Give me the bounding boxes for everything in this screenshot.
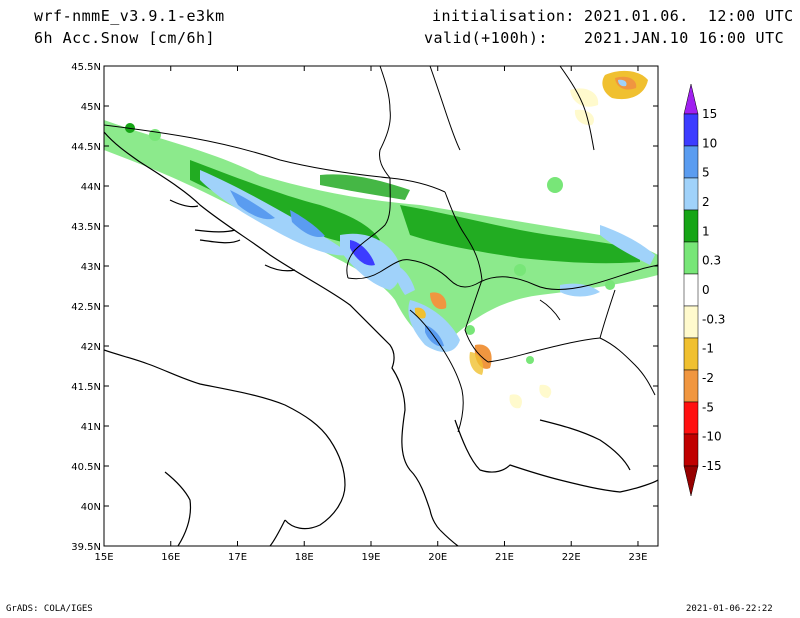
colorbar: 15 10 5 2 1 0.3 0 -0.3 -1 -2 -5 -10 -15 (683, 83, 725, 497)
valid-value: 2021.JAN.10 16:00 UTC (584, 29, 785, 47)
model-title: wrf-nmmE_v3.9.1-e3km (34, 7, 225, 25)
map-background (104, 66, 658, 546)
footer-credit: GrADS: COLA/IGES (6, 604, 93, 614)
colorbar-bottom-arrow (683, 465, 699, 497)
lat-tick-label: 40N (81, 502, 101, 513)
lon-tick-label: 18E (295, 552, 314, 563)
colorbar-segment (683, 433, 699, 467)
lon-tick-label: 16E (161, 552, 180, 563)
valid-label: valid(+100h): (424, 29, 548, 47)
colorbar-segment (683, 273, 699, 307)
colorbar-segment (683, 113, 699, 147)
lat-tick-label: 45.5N (71, 62, 101, 73)
lat-tick-label: 42N (81, 342, 101, 353)
colorbar-segment (683, 369, 699, 403)
colorbar-top-arrow (683, 83, 699, 115)
colorbar-segment (683, 241, 699, 275)
lat-tick-label: 44.5N (71, 142, 101, 153)
lon-tick-label: 21E (495, 552, 514, 563)
lat-tick-label: 41.5N (71, 382, 101, 393)
colorbar-label: 0.3 (702, 254, 721, 268)
footer-timestamp: 2021-01-06-22:22 (686, 604, 773, 614)
colorbar-label: -5 (702, 400, 714, 414)
init-value: 2021.01.06. 12:00 UTC (584, 7, 794, 25)
colorbar-label: -2 (702, 371, 714, 385)
borders (104, 66, 658, 433)
axis-ticks: 15E 16E 17E 18E 19E 20E 21E 22E 23E 45.5N 45N 44.5N… (71, 62, 658, 563)
lat-tick-label: 44N (81, 182, 101, 193)
lon-tick-label: 22E (562, 552, 581, 563)
colorbar-label: -15 (702, 459, 722, 473)
lon-tick-label: 20E (428, 552, 447, 563)
lon-tick-label: 15E (94, 552, 113, 563)
init-label: initialisation: (432, 7, 575, 25)
lon-tick-label: 19E (361, 552, 380, 563)
colorbar-label: -0.3 (702, 312, 725, 326)
lat-tick-label: 43N (81, 262, 101, 273)
colorbar-label: -10 (702, 430, 722, 444)
colorbar-segment (683, 401, 699, 435)
field-title: 6h Acc.Snow [cm/6h] (34, 29, 216, 47)
lat-tick-label: 45N (81, 102, 101, 113)
colorbar-label: 5 (702, 166, 710, 180)
colorbar-segment (683, 305, 699, 339)
lat-tick-label: 42.5N (71, 302, 101, 313)
colorbar-segment (683, 337, 699, 371)
colorbar-segment (683, 145, 699, 179)
colorbar-label: -1 (702, 342, 714, 356)
lon-tick-label: 23E (628, 552, 647, 563)
lat-tick-label: 43.5N (71, 222, 101, 233)
snow-field (104, 70, 658, 409)
lon-tick-label: 17E (228, 552, 247, 563)
colorbar-label: 0 (702, 283, 710, 297)
colorbar-label: 10 (702, 136, 717, 150)
colorbar-segment (683, 209, 699, 243)
lat-tick-label: 41N (81, 422, 101, 433)
colorbar-label: 2 (702, 195, 710, 209)
coastlines (104, 131, 658, 546)
colorbar-segment (683, 177, 699, 211)
colorbar-label: 15 (702, 107, 717, 121)
lat-tick-label: 39.5N (71, 542, 101, 553)
lat-tick-label: 40.5N (71, 462, 101, 473)
colorbar-label: 1 (702, 224, 710, 238)
